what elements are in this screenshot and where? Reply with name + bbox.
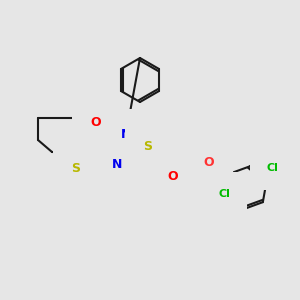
Text: Cl: Cl bbox=[218, 189, 230, 199]
Text: N: N bbox=[121, 128, 131, 140]
Text: S: S bbox=[143, 140, 152, 152]
Text: Cl: Cl bbox=[267, 163, 279, 173]
Text: O: O bbox=[204, 157, 214, 169]
Text: N: N bbox=[112, 158, 122, 172]
Text: O: O bbox=[91, 116, 101, 128]
Text: O: O bbox=[168, 170, 178, 184]
Text: S: S bbox=[71, 161, 80, 175]
